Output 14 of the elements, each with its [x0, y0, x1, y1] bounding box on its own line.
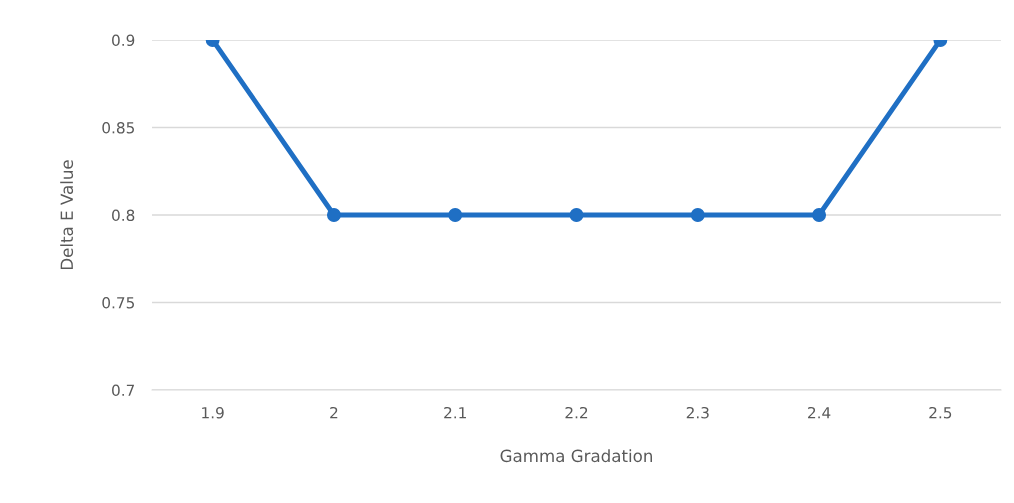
x-tick-label: 2.1 — [444, 406, 466, 419]
y-axis-title: Delta E Value — [60, 160, 74, 270]
y-tick-label: 0.9 — [112, 34, 135, 47]
x-tick-label: 2.4 — [808, 406, 831, 419]
x-axis-title: Gamma Gradation — [500, 449, 652, 463]
y-tick-label: 0.75 — [102, 296, 134, 309]
x-tick-label: 1.9 — [202, 406, 224, 419]
y-tick-label: 0.7 — [112, 384, 135, 397]
x-tick-label: 2.5 — [929, 406, 952, 419]
y-tick-label: 0.8 — [112, 209, 135, 222]
y-tick-label: 0.85 — [102, 121, 134, 134]
x-tick-label: 2.3 — [686, 406, 709, 419]
x-tick-label: 2 — [330, 406, 338, 419]
x-tick-label: 2.2 — [565, 406, 588, 419]
